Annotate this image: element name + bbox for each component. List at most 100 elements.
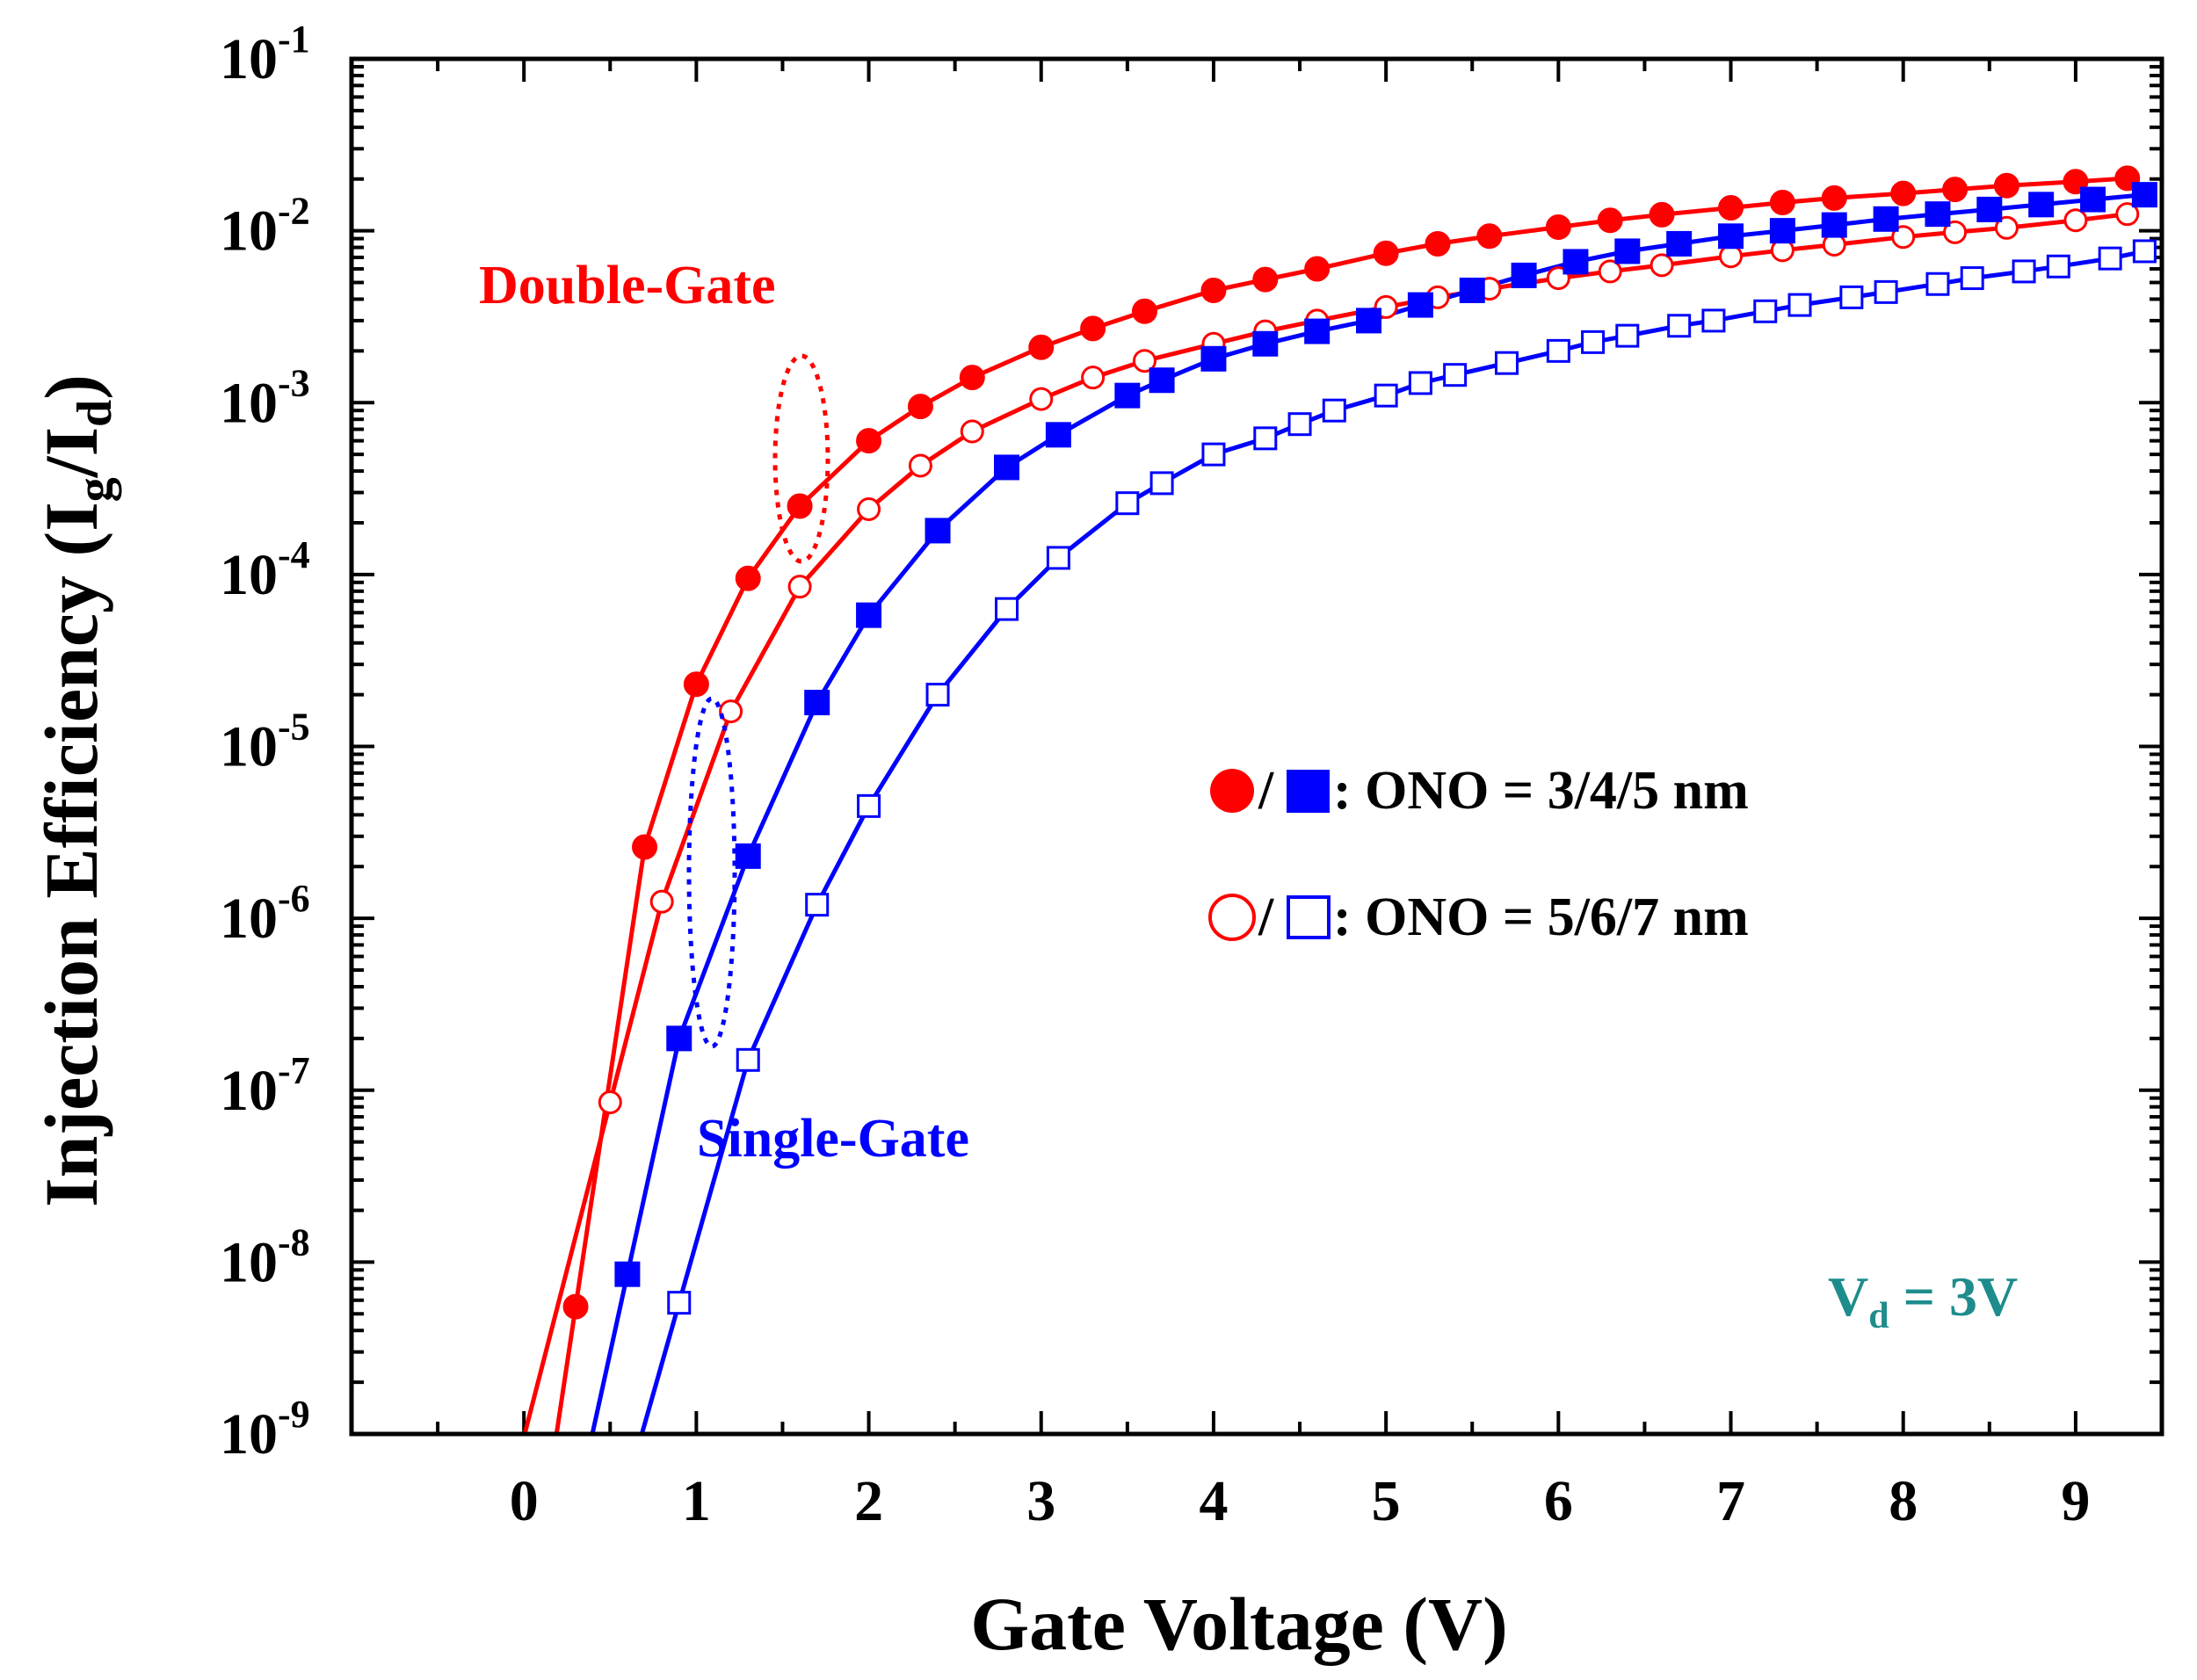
data-point bbox=[719, 699, 743, 724]
data-point bbox=[1287, 412, 1312, 437]
data-point bbox=[1890, 180, 1917, 206]
data-point bbox=[1718, 195, 1744, 221]
drain-voltage-label: Vd = 3V bbox=[1828, 1265, 2018, 1336]
data-point bbox=[1943, 220, 1968, 244]
y-axis-label-end: ) bbox=[29, 374, 113, 400]
x-tick-label: 2 bbox=[854, 1469, 883, 1533]
data-point bbox=[1356, 308, 1382, 334]
y-tick-label: 10-2 bbox=[220, 190, 310, 264]
y-tick-exponent: -1 bbox=[278, 18, 310, 61]
data-point bbox=[1753, 299, 1778, 323]
double-gate-group-ellipse bbox=[772, 353, 830, 564]
y-axis-label-sub-d: d bbox=[68, 400, 122, 427]
data-point bbox=[1511, 262, 1537, 288]
data-point bbox=[1304, 318, 1331, 344]
data-point bbox=[736, 1047, 760, 1072]
single-gate-group-ellipse bbox=[686, 696, 737, 1049]
data-point bbox=[1614, 238, 1641, 264]
y-tick-base: 10 bbox=[220, 27, 278, 91]
y-tick-exponent: -3 bbox=[278, 361, 310, 404]
data-point bbox=[1993, 172, 2019, 199]
data-point bbox=[1028, 334, 1055, 360]
data-point bbox=[1546, 338, 1570, 363]
data-point bbox=[1080, 315, 1106, 342]
vd-subscript: d bbox=[1868, 1296, 1889, 1336]
y-tick-base: 10 bbox=[220, 1402, 278, 1466]
x-axis-label: Gate Voltage (V) bbox=[970, 1582, 1507, 1666]
data-point bbox=[1873, 206, 1899, 232]
y-axis-label-mid: /I bbox=[29, 427, 113, 478]
data-point bbox=[1494, 351, 1519, 375]
data-point bbox=[1563, 249, 1589, 275]
data-point bbox=[924, 518, 951, 544]
data-point bbox=[1443, 363, 1468, 387]
y-tick-base: 10 bbox=[220, 543, 278, 607]
data-point bbox=[1322, 398, 1346, 423]
x-tick-label: 5 bbox=[1372, 1469, 1401, 1533]
data-point bbox=[1132, 349, 1157, 373]
data-point bbox=[1252, 330, 1279, 357]
data-point bbox=[683, 671, 709, 698]
data-point bbox=[856, 602, 882, 628]
legend-text-1: : ONO = 3/4/5 nm bbox=[1333, 761, 1749, 821]
data-point bbox=[1701, 308, 1726, 333]
data-point bbox=[805, 893, 830, 917]
y-tick-label: 10-1 bbox=[220, 18, 310, 91]
data-point bbox=[1407, 292, 1433, 318]
data-point bbox=[787, 493, 813, 519]
y-tick-base: 10 bbox=[220, 371, 278, 435]
data-point bbox=[995, 597, 1019, 621]
data-point bbox=[598, 1090, 622, 1115]
y-tick-label: 10-7 bbox=[220, 1049, 310, 1123]
data-point bbox=[1252, 266, 1279, 293]
data-point bbox=[649, 889, 674, 914]
data-point bbox=[804, 690, 830, 716]
plot-frame bbox=[349, 56, 2164, 1437]
data-point bbox=[632, 834, 658, 860]
y-axis-label-main: Injection Efficiency (I bbox=[29, 502, 113, 1207]
data-point bbox=[1114, 382, 1141, 409]
data-point bbox=[1408, 371, 1432, 395]
data-point bbox=[1149, 367, 1175, 394]
data-point bbox=[1718, 223, 1744, 250]
legend: / : ONO = 3/4/5 nm / : ONO = 5/6/7 nm bbox=[1208, 761, 1749, 947]
y-tick-base: 10 bbox=[220, 715, 278, 779]
data-point bbox=[1769, 218, 1795, 244]
y-tick-base: 10 bbox=[220, 1230, 278, 1294]
data-point bbox=[787, 575, 812, 599]
data-point bbox=[1045, 422, 1071, 448]
legend-sep-1: / bbox=[1258, 761, 1274, 821]
data-point bbox=[1874, 279, 1898, 304]
data-point bbox=[735, 843, 761, 869]
data-point bbox=[2098, 246, 2122, 271]
y-tick-base: 10 bbox=[220, 199, 278, 264]
data-point bbox=[960, 419, 984, 444]
data-point bbox=[1149, 471, 1174, 496]
series-markers bbox=[562, 165, 2157, 1320]
data-point bbox=[907, 394, 933, 420]
y-tick-exponent: -8 bbox=[278, 1220, 310, 1264]
single-gate-label: Single-Gate bbox=[697, 1109, 969, 1169]
y-tick-label: 10-9 bbox=[220, 1393, 310, 1466]
y-tick-exponent: -5 bbox=[278, 706, 310, 749]
y-tick-label: 10-8 bbox=[220, 1220, 310, 1294]
data-point bbox=[1650, 253, 1674, 278]
vd-prefix: V bbox=[1828, 1265, 1868, 1328]
data-point bbox=[1253, 426, 1278, 451]
data-point bbox=[1960, 266, 1984, 291]
data-point bbox=[1200, 277, 1227, 303]
y-axis-label: Injection Efficiency (Ig/Id) bbox=[29, 374, 122, 1207]
y-tick-label: 10-4 bbox=[220, 533, 310, 607]
y-tick-exponent: -4 bbox=[278, 533, 310, 576]
data-point bbox=[1925, 201, 1951, 228]
data-point bbox=[2131, 182, 2157, 208]
legend-open-circle-icon bbox=[1208, 894, 1256, 941]
data-point bbox=[1821, 185, 1847, 211]
double-gate-label: Double-Gate bbox=[479, 256, 776, 315]
data-point bbox=[2046, 254, 2070, 279]
data-point bbox=[2063, 208, 2088, 233]
data-point bbox=[1374, 383, 1398, 408]
data-point bbox=[1598, 259, 1622, 284]
